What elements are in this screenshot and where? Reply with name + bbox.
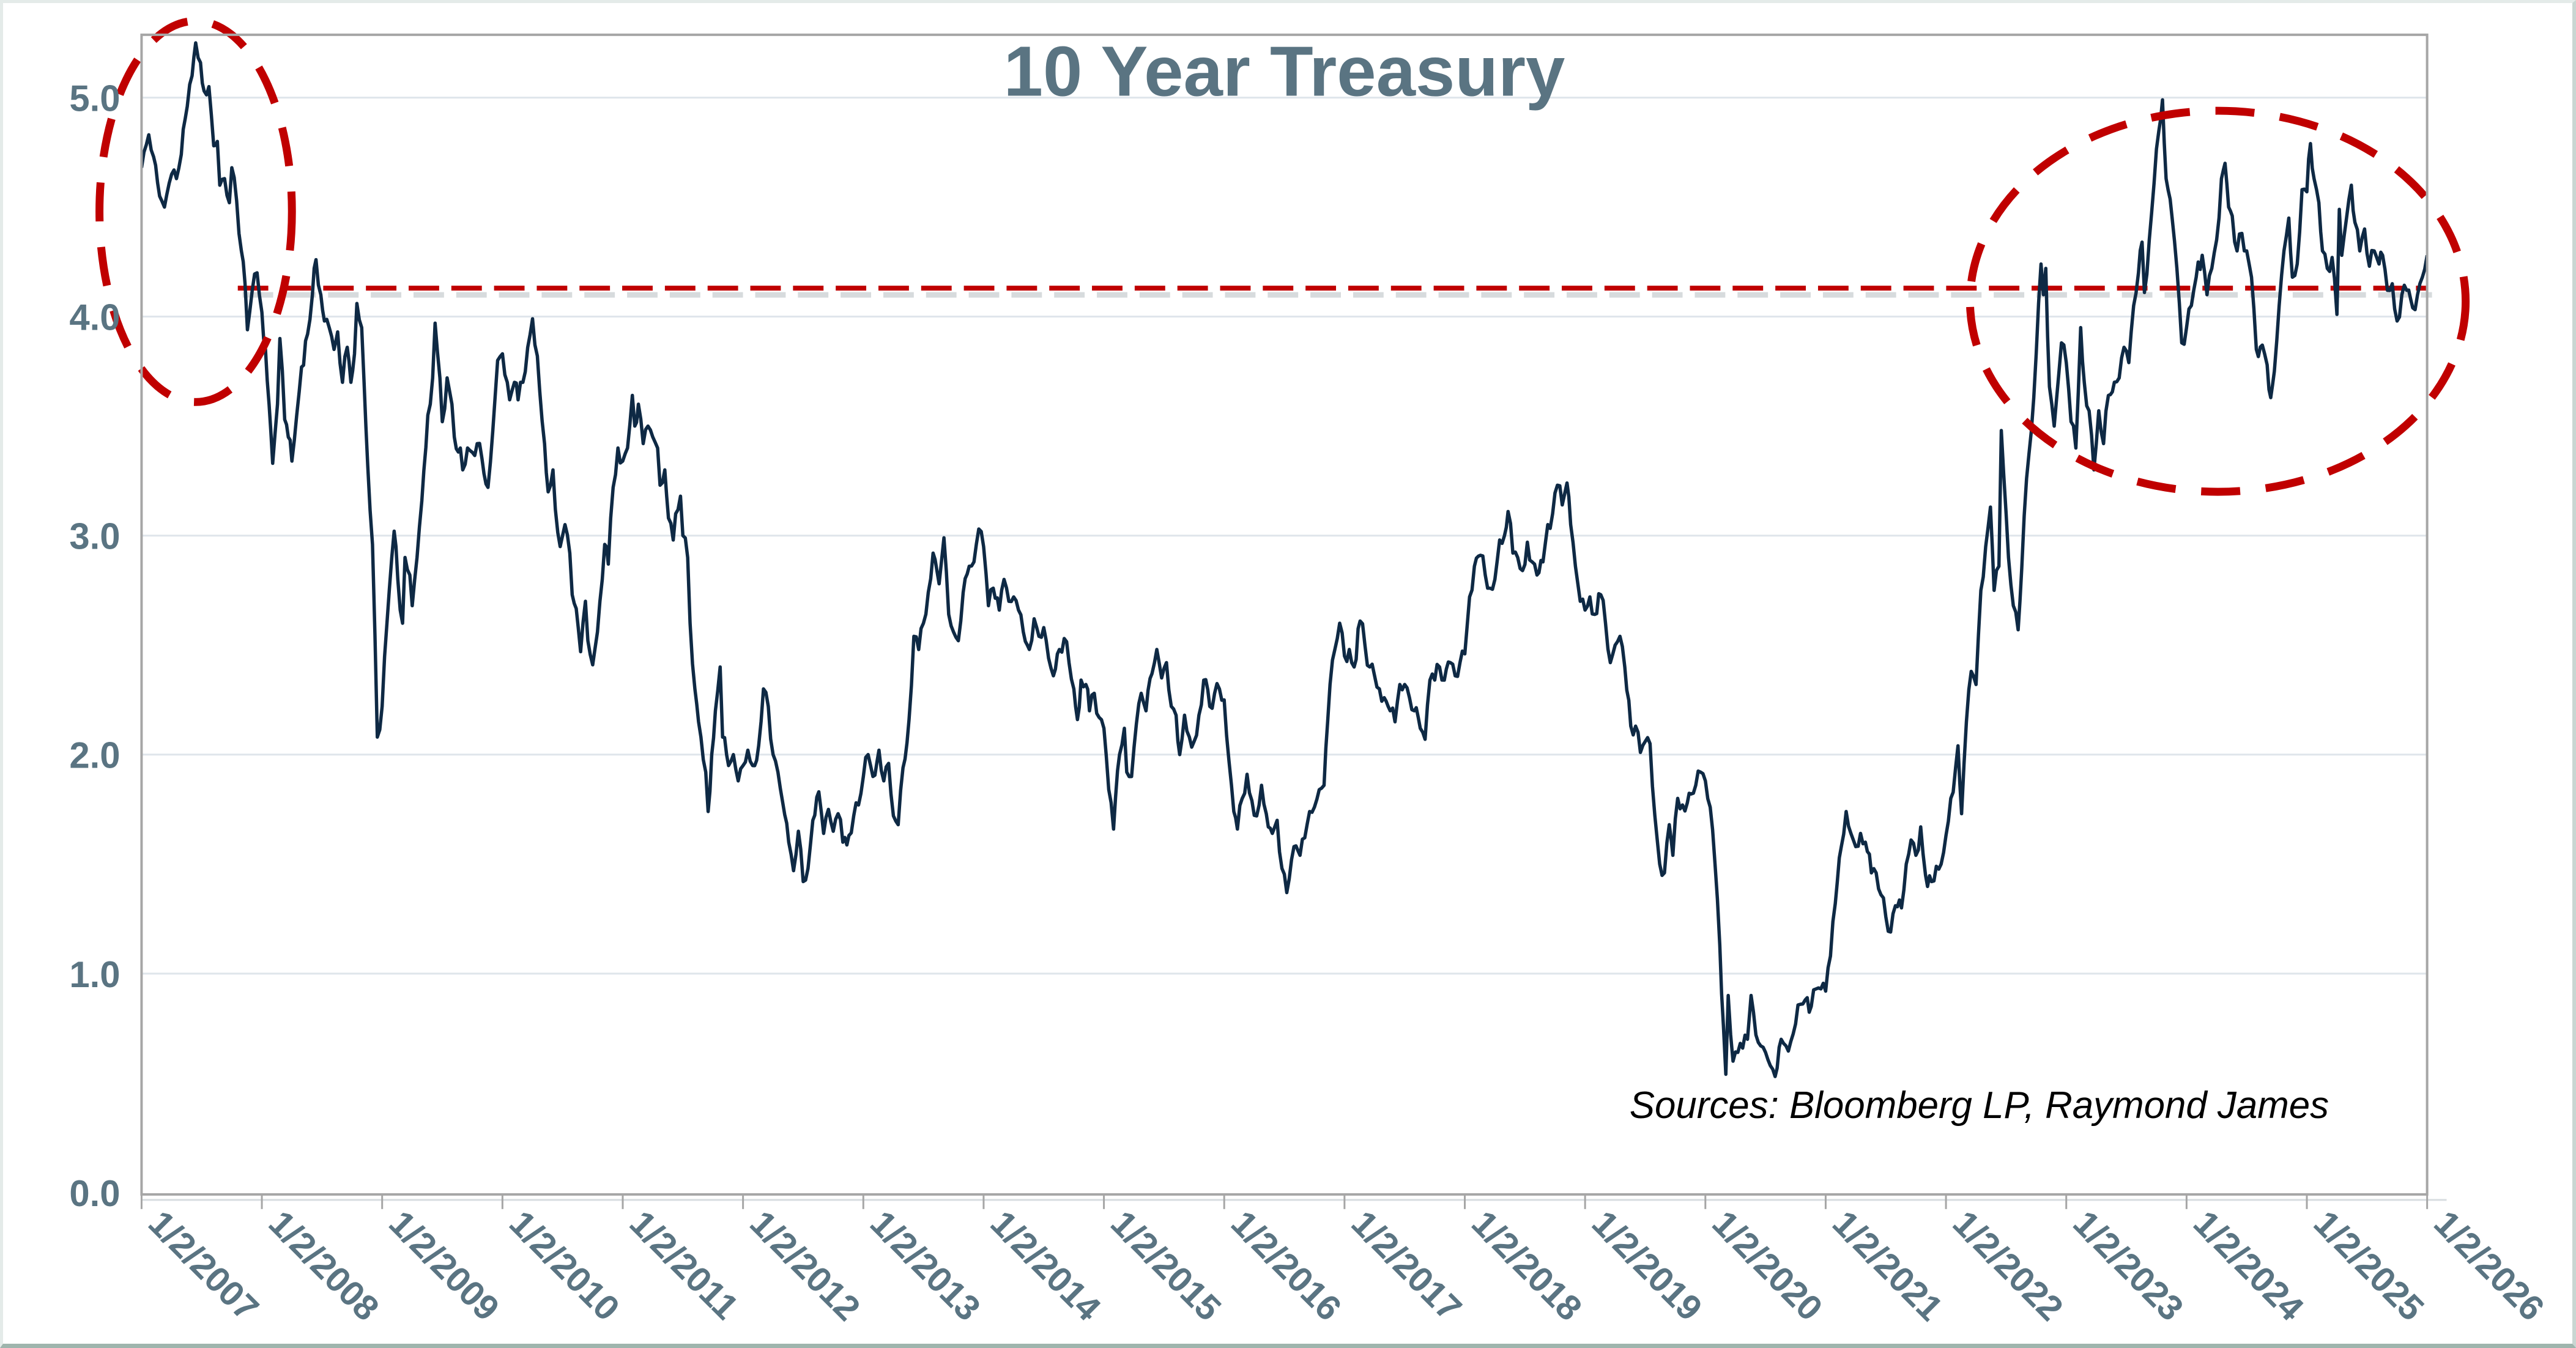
x-tick-label-1-2-2020: 1/2/2020: [1705, 1204, 1830, 1328]
x-tick-label-1-2-2009: 1/2/2009: [381, 1204, 506, 1328]
treasury-yield-chart: 0.01.02.03.04.05.01/2/20071/2/20081/2/20…: [69, 17, 2552, 1329]
x-tick-label-1-2-2010: 1/2/2010: [502, 1204, 626, 1328]
x-tick-label-1-2-2012: 1/2/2012: [742, 1204, 867, 1328]
plot-border: [140, 33, 2429, 1196]
x-tick-label-1-2-2013: 1/2/2013: [863, 1204, 987, 1328]
y-tick-label-1.0: 1.0: [69, 954, 120, 995]
x-tick-label-1-2-2024: 1/2/2024: [2186, 1204, 2311, 1328]
x-tick-label-1-2-2007: 1/2/2007: [141, 1204, 265, 1328]
x-tick-label-1-2-2011: 1/2/2011: [622, 1204, 746, 1327]
x-tick-label-1-2-2016: 1/2/2016: [1223, 1204, 1348, 1328]
x-tick-label-1-2-2008: 1/2/2008: [261, 1204, 386, 1328]
gridlines: [141, 97, 2427, 975]
axis-labels-layer: 0.01.02.03.04.05.01/2/20071/2/20081/2/20…: [69, 78, 2552, 1329]
x-tick-label-1-2-2025: 1/2/2025: [2306, 1204, 2431, 1328]
x-tick-label-1-2-2015: 1/2/2015: [1103, 1204, 1228, 1328]
source-note: Sources: Bloomberg LP, Raymond James: [1630, 1084, 2329, 1127]
x-tick-label-1-2-2017: 1/2/2017: [1344, 1204, 1469, 1328]
2022-2025-circle: [1965, 106, 2470, 496]
x-tick-label-1-2-2023: 1/2/2023: [2066, 1204, 2191, 1328]
x-tick-label-1-2-2014: 1/2/2014: [983, 1204, 1108, 1328]
annotation-ellipses-layer: [95, 17, 2470, 496]
axes-layer: [140, 33, 2447, 1209]
y-tick-label-2.0: 2.0: [69, 735, 120, 776]
x-tick-label-1-2-2021: 1/2/2021: [1825, 1204, 1950, 1328]
y-tick-label-0.0: 0.0: [69, 1173, 120, 1214]
treasury-yield-line: [141, 41, 2427, 1078]
chart-title: 10 Year Treasury: [1004, 32, 1565, 111]
y-tick-label-4.0: 4.0: [69, 297, 120, 338]
y-tick-label-3.0: 3.0: [69, 516, 120, 557]
x-tick-label-1-2-2022: 1/2/2022: [1945, 1204, 2070, 1328]
series-layer: [141, 41, 2427, 1078]
x-tick-label-1-2-2018: 1/2/2018: [1464, 1204, 1589, 1328]
y-tick-label-5.0: 5.0: [69, 78, 120, 119]
2007-peak-circle: [95, 17, 296, 406]
x-tick-label-1-2-2019: 1/2/2019: [1584, 1204, 1709, 1328]
x-tick-label-1-2-2026: 1/2/2026: [2426, 1204, 2551, 1328]
